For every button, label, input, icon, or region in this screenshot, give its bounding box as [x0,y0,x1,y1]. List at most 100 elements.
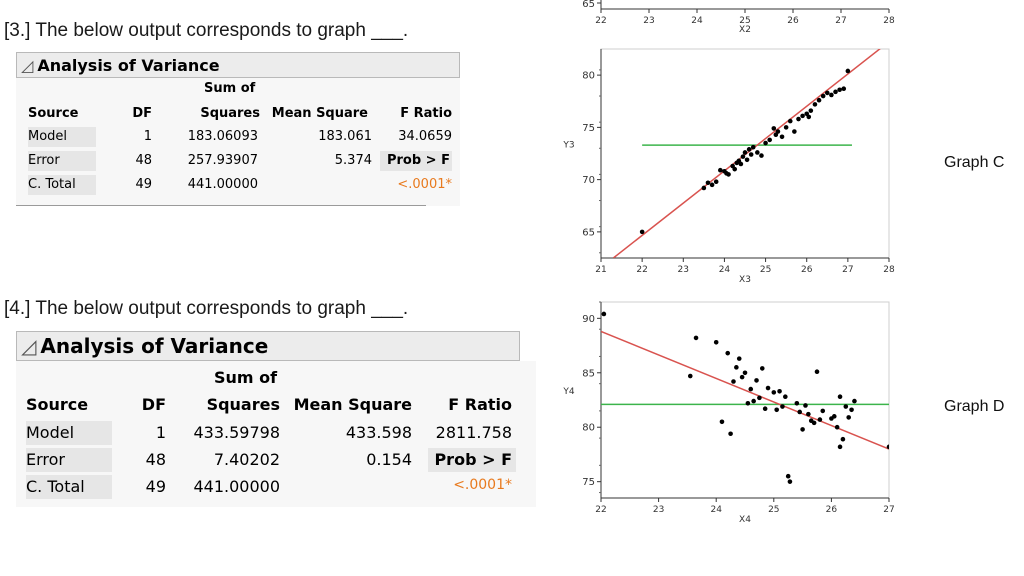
prob-f-label: Prob > F [380,151,452,171]
anova-title: Analysis of Variance [37,55,220,75]
data-point [824,90,830,96]
col-source: Source [26,395,89,414]
chart-graph-c: 65 70 75 80 21 22 23 24 25 26 27 28 X3 Y3 [562,48,895,285]
data-point [846,415,851,420]
graph-c-label: Graph C [944,154,1005,171]
data-point [837,394,843,400]
cell-ms: 0.154 [366,450,412,469]
x-tick-label: 24 [691,16,703,26]
cell-df: 1 [155,423,166,442]
y-tick-label: 80 [582,423,595,434]
cell-ss: 183.06093 [187,129,258,144]
data-point [728,431,733,437]
cell-ss: 441.00000 [187,177,258,192]
data-point [771,126,777,131]
data-point [763,140,768,146]
data-point [808,108,814,113]
y-tick-label: 75 [582,123,595,134]
y-axis-label: Y4 [562,387,574,397]
x-tick-label: 23 [653,505,664,515]
col-df: DF [132,106,152,121]
data-point [816,97,822,103]
data-point [755,150,760,155]
cell-ms: 433.598 [345,423,412,442]
cell-df: 48 [135,153,152,168]
data-point [725,350,731,356]
col-df: DF [141,395,166,414]
data-point [834,424,840,430]
cell-df: 48 [145,450,166,469]
data-point [806,114,812,120]
col-squares: Squares [206,395,280,414]
x-tick-label: 27 [883,505,894,515]
row-source-model: Model [28,127,96,147]
data-point [800,427,805,432]
prob-f-label: Prob > F [428,448,516,472]
col-sum-of: Sum of [214,368,278,387]
data-point [886,444,889,450]
data-point [739,374,745,380]
data-point [775,129,781,134]
row-source-model: Model [26,421,112,445]
collapse-triangle-icon[interactable]: ◿ [21,55,34,75]
x-tick-label: 26 [826,505,838,515]
cell-ss: 433.59798 [193,423,280,442]
data-point [797,409,803,415]
cell-f-ratio: 2811.758 [435,423,512,442]
data-point [785,473,791,479]
col-sum-of: Sum of [204,81,256,96]
y-tick-label: 85 [582,368,595,379]
data-point [742,150,748,155]
data-point [718,167,723,173]
plot-area [601,311,889,484]
cell-df: 1 [143,129,152,144]
data-point [811,420,817,426]
x-tick-label: 24 [719,265,731,275]
x-tick-label: 27 [835,16,846,26]
x-tick-label: 22 [595,16,606,26]
anova-header-q4[interactable]: ◿ Analysis of Variance [16,331,520,361]
data-point [639,229,645,235]
data-point [837,87,842,93]
data-point [751,398,756,404]
data-point [693,335,699,341]
data-point [726,172,731,177]
x-tick-label: 28 [883,16,895,26]
data-point [783,125,789,130]
x-axis-label: X4 [739,515,751,525]
data-point [831,414,837,419]
y-tick-label: 90 [582,314,595,325]
data-point [820,93,826,99]
row-source-error: Error [28,151,96,171]
data-point [783,394,788,400]
data-point [837,444,843,450]
p-value: <.0001* [397,177,452,192]
collapse-triangle-icon[interactable]: ◿ [21,334,37,358]
x-tick-label: 22 [595,505,606,515]
col-mean-square: Mean Square [271,106,368,121]
data-point [732,166,738,172]
col-source: Source [28,106,79,121]
y-tick-label: 70 [582,175,595,186]
data-point [787,479,793,484]
data-point [713,339,719,345]
data-point [812,102,818,107]
data-point [742,370,748,376]
data-point [705,180,711,186]
x-tick-label: 25 [768,505,779,515]
data-point [759,366,765,371]
plot-frame [600,301,890,499]
question-4-text: [4.] The below output corresponds to gra… [4,298,409,319]
cell-ss: 441.00000 [193,477,280,496]
cell-ss: 7.40202 [213,450,280,469]
data-point [750,144,756,150]
row-source-ctotal: C. Total [26,475,112,499]
data-point [745,400,751,406]
x-tick-label: 27 [842,265,853,275]
cell-df: 49 [135,177,152,192]
y-axis-label: Y3 [562,141,574,151]
anova-header-q3[interactable]: ◿ Analysis of Variance [16,52,460,78]
x-tick-label: 25 [739,16,750,26]
plot-area [612,49,881,258]
data-point [796,116,801,122]
